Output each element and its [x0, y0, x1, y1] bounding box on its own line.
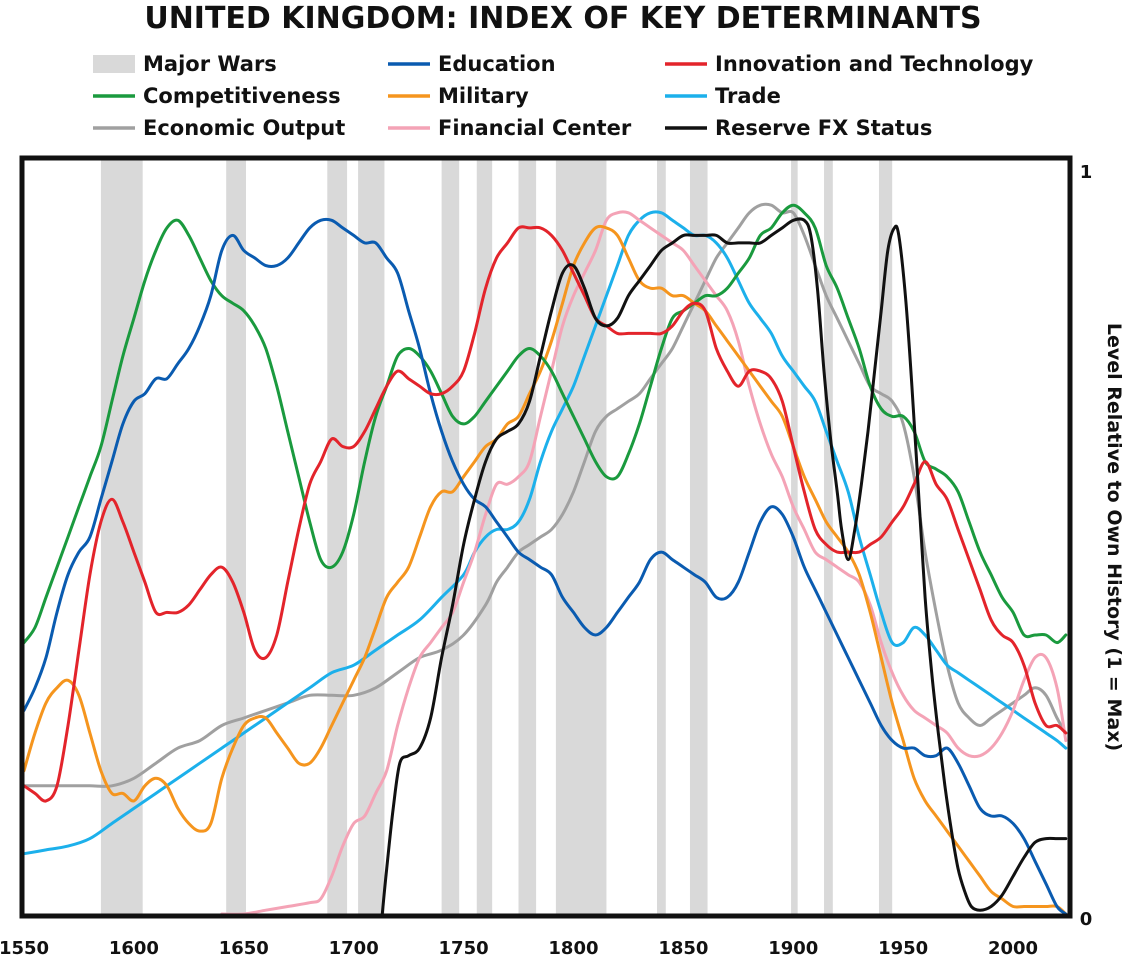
legend-label-trade: Trade	[715, 84, 781, 108]
war-band-1642-1651	[226, 160, 246, 914]
legend-label-major-wars: Major Wars	[143, 52, 277, 76]
series-lines	[22, 202, 1068, 916]
x-tick-1950: 1950	[878, 938, 928, 959]
war-band-1853-1861	[689, 160, 708, 914]
x-axis-ticks: 1550 1600 1650 1700 1750 1800 1850 1900 1950 2000	[0, 938, 1038, 959]
series-line-innovation-and-technology	[22, 225, 1068, 803]
x-tick-1700: 1700	[329, 938, 379, 959]
legend-label-economic-output: Economic Output	[143, 116, 345, 140]
x-tick-1850: 1850	[658, 938, 708, 959]
legend-label-innovation-and-technology: Innovation and Technology	[715, 52, 1034, 76]
legend-label-education: Education	[438, 52, 556, 76]
y-tick-min: 0	[1080, 909, 1093, 930]
y-axis-label: Level Relative to Own History (1 = Max)	[1103, 323, 1125, 751]
series-line-economic-output	[22, 202, 1068, 788]
series-line-military	[22, 224, 1068, 916]
chart-title: UNITED KINGDOM: INDEX OF KEY DETERMINANT…	[144, 1, 981, 36]
series-line-competitiveness	[22, 203, 1068, 645]
x-tick-1600: 1600	[109, 938, 159, 959]
war-band-1914-1918	[824, 160, 833, 914]
legend-label-financial-center: Financial Center	[438, 116, 632, 140]
war-band-1585-1604	[100, 160, 143, 914]
plot-frame	[19, 155, 1073, 919]
war-band-1775-1783	[518, 160, 537, 914]
x-tick-1800: 1800	[548, 938, 598, 959]
war-band-1838-1842	[656, 160, 666, 914]
war-band-1740-1748	[441, 160, 460, 914]
legend-swatch-major-wars	[93, 55, 135, 73]
war-bands	[100, 160, 893, 914]
legend: Major Wars Education Innovation and Techno…	[93, 52, 1034, 140]
legend-label-reserve-fx-status: Reserve FX Status	[715, 116, 932, 140]
legend-label-competitiveness: Competitiveness	[143, 84, 341, 108]
series-line-trade	[22, 210, 1068, 856]
war-band-1688-1697	[327, 160, 348, 914]
x-tick-1750: 1750	[439, 938, 489, 959]
x-tick-1650: 1650	[219, 938, 269, 959]
series-line-financial-center	[220, 210, 1068, 916]
x-tick-1900: 1900	[768, 938, 818, 959]
series-line-reserve-fx-status	[380, 217, 1068, 916]
x-tick-1550: 1550	[0, 938, 49, 959]
legend-label-military: Military	[438, 84, 529, 108]
x-tick-2000: 2000	[988, 938, 1038, 959]
series-line-education	[22, 217, 1068, 916]
y-tick-max: 1	[1080, 162, 1093, 183]
